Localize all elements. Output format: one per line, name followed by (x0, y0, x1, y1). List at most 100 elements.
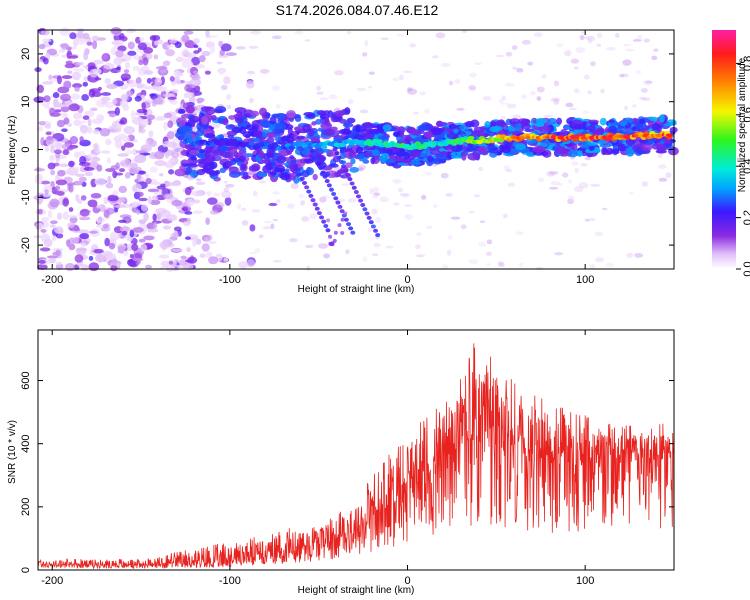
spectrogram-noise-cell (74, 254, 84, 263)
spectrogram-band-cell (200, 106, 211, 112)
figure-title: S174.2026.084.07.46.E12 (276, 2, 439, 18)
spectrogram-noise-cell (113, 57, 123, 66)
spectrogram-noise-cell (173, 76, 181, 84)
spectrogram-chirp-cell (310, 198, 316, 203)
spectrogram-noise-cell (163, 93, 174, 98)
spectrogram-noise-cell (171, 181, 182, 187)
spectrogram-sparse-cell (665, 172, 672, 179)
spectrogram-chirp-cell (336, 155, 342, 160)
spectrogram-noise-cell (149, 166, 158, 173)
spectrogram-noise-cell (168, 40, 178, 44)
spectrogram-band-cell (556, 117, 563, 125)
spectrogram-noise-cell (74, 86, 80, 92)
spectrogram-chirp-cell (324, 179, 330, 184)
spectrogram-noise-cell (67, 70, 73, 75)
spectrogram-noise-cell (144, 173, 150, 178)
spectrogram-band-cell (349, 166, 360, 173)
spectrogram-sparse-cell (658, 177, 668, 182)
spectrogram-band-cell (411, 150, 422, 158)
spectrogram-band-cell (234, 107, 247, 114)
spectrogram-sparse-cell (246, 70, 256, 75)
spectrogram-noise-cell (154, 160, 167, 167)
spectrogram-band-cell (534, 122, 545, 128)
spectrogram-sparse-cell (446, 249, 452, 256)
spectrogram-core-cell (288, 145, 296, 150)
spectrogram-sparse-cell (567, 195, 575, 201)
spectrogram-noise-cell (90, 192, 102, 199)
spectrogram-noise-cell (44, 189, 49, 195)
spectrogram-band-cell (363, 152, 373, 157)
spectrogram-band-cell (418, 124, 427, 132)
spectrogram-noise-cell (138, 219, 147, 225)
spectrogram-noise-cell (176, 58, 189, 62)
spectrogram-band-cell (286, 135, 295, 143)
spectrogram-band-cell (450, 152, 457, 156)
spectrogram-noise-cell (167, 120, 174, 128)
spectrogram-noise-cell (184, 91, 192, 97)
spectrogram-noise-cell (153, 191, 159, 195)
spectrogram-noise-cell (209, 44, 215, 54)
spectrogram-noise-cell (184, 187, 192, 196)
spectrogram-chirp-cell (345, 172, 351, 177)
spectrogram-sparse-cell (497, 261, 504, 267)
spectrogram-sparse-cell (440, 172, 449, 179)
spectrogram-noise-cell (53, 226, 64, 233)
spectrogram-noise-cell (43, 95, 51, 103)
spectrogram-band-cell (525, 137, 536, 144)
spectrogram-band-cell (185, 105, 195, 114)
spectrogram-noise-cell (140, 94, 146, 102)
spectrogram-band-cell (393, 146, 401, 152)
spectrogram-band-cell (524, 128, 535, 133)
spectrogram-band-cell (235, 117, 244, 124)
spectrogram-noise-cell (151, 85, 163, 90)
spectrogram-noise-cell (83, 51, 89, 61)
spectrogram-noise-cell (122, 135, 130, 143)
spectrogram-sparse-cell (589, 264, 596, 269)
spectrogram-noise-cell (205, 29, 210, 37)
spectrogram-sparse-cell (536, 86, 545, 93)
spectrogram-sparse-cell (448, 80, 454, 86)
spectrogram-noise-cell (250, 30, 262, 35)
spectrogram-band-cell (189, 115, 200, 122)
spectrogram-noise-cell (160, 183, 166, 187)
spectrogram-noise-cell (82, 32, 90, 40)
spectrogram-noise-cell (54, 109, 62, 113)
spectrogram-tail-cell (326, 218, 331, 223)
spectrogram-noise-cell (140, 203, 148, 212)
spectrogram-noise-cell (39, 247, 51, 252)
spectrogram-y-label: Frequency (Hz) (7, 116, 18, 185)
spectrogram-sparse-cell (369, 190, 375, 195)
spectrogram-sparse-cell (553, 80, 560, 87)
spectrogram-noise-cell (59, 49, 66, 53)
spectrogram-sparse-cell (435, 32, 446, 39)
spectrogram-band-cell (286, 110, 296, 119)
spectrogram-noise-cell (246, 259, 256, 268)
spectrogram-band-cell (525, 151, 534, 157)
spectrogram-sparse-cell (651, 55, 658, 61)
spectrogram-band-cell (289, 164, 295, 172)
spectrogram-sparse-cell (527, 61, 534, 66)
spectrogram-chirp-cell (358, 198, 364, 203)
spectrogram-noise-cell (141, 102, 146, 111)
colorbar: 0.0 0.2 0.4 0.6 0.8 Normalized spectral ampl… (712, 30, 750, 277)
spectrogram-noise-cell (117, 245, 125, 254)
spectrogram-noise-cell (217, 67, 227, 74)
spectrogram-band-cell (533, 145, 545, 154)
spectrogram-noise-cell (72, 83, 83, 89)
spectrogram-band-cell (245, 134, 251, 139)
spectrogram-sparse-cell (590, 183, 601, 187)
spectrogram-sparse-cell (309, 213, 317, 220)
spectrogram-band-cell (269, 171, 277, 176)
spectrogram-sparse-cell (460, 224, 467, 230)
spectrogram-noise-cell (49, 198, 60, 208)
spectrogram-sparse-cell (416, 232, 422, 236)
spectrogram-noise-cell (167, 96, 177, 100)
spectrogram-noise-cell (193, 44, 199, 49)
spectrogram-sparse-cell (640, 88, 649, 93)
spectrogram-noise-cell (180, 255, 187, 260)
spectrogram-noise-cell (192, 238, 197, 248)
spectrogram-noise-cell (90, 107, 98, 112)
spectrogram-noise-cell (38, 43, 46, 50)
spectrogram-sparse-cell (639, 96, 646, 101)
spectrogram-band-cell (348, 151, 357, 159)
